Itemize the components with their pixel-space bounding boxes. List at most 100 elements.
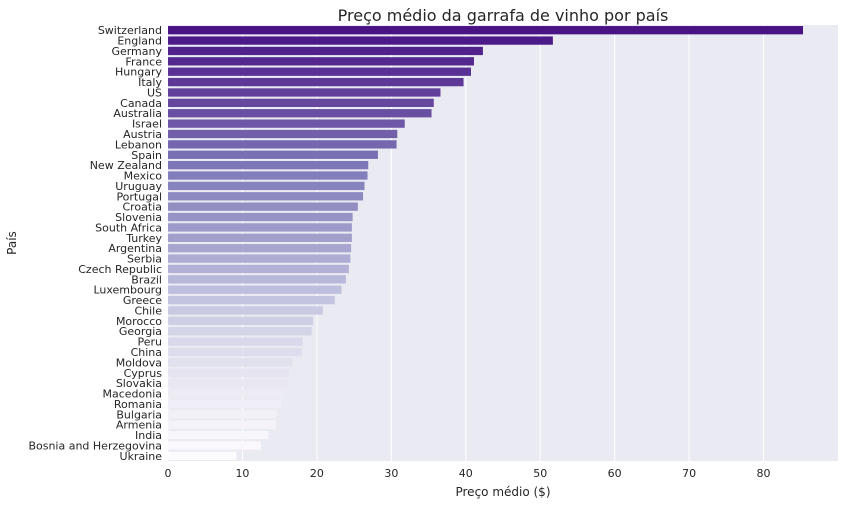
bar bbox=[168, 285, 342, 294]
bar bbox=[168, 451, 237, 460]
bar bbox=[168, 378, 288, 388]
bar bbox=[168, 337, 303, 346]
y-axis-label: País bbox=[5, 231, 19, 255]
y-tick-label: Lebanon bbox=[115, 138, 162, 151]
x-tick-label: 60 bbox=[608, 467, 622, 480]
bars bbox=[168, 26, 804, 460]
y-tick-label: Uruguay bbox=[115, 180, 162, 193]
bar bbox=[168, 171, 368, 180]
bar bbox=[168, 57, 474, 66]
y-tick-label: Romania bbox=[114, 398, 162, 411]
bar bbox=[168, 347, 302, 357]
bar bbox=[168, 150, 378, 159]
x-tick-label: 30 bbox=[384, 467, 398, 480]
y-tick-label: Portugal bbox=[116, 190, 162, 203]
bar bbox=[168, 223, 352, 232]
bar bbox=[168, 77, 464, 87]
bar bbox=[168, 441, 262, 450]
y-tick-label: Austria bbox=[123, 128, 162, 141]
x-tick-label: 50 bbox=[533, 467, 547, 480]
bar bbox=[168, 264, 349, 274]
y-tick-label: Croatia bbox=[122, 201, 162, 214]
bar bbox=[168, 181, 365, 191]
y-tick-label: France bbox=[125, 55, 162, 68]
bar bbox=[168, 316, 314, 326]
y-tick-label: Spain bbox=[131, 149, 162, 162]
bar bbox=[168, 327, 312, 336]
x-tick-label: 20 bbox=[310, 467, 324, 480]
y-tick-label: Chile bbox=[134, 304, 162, 317]
y-tick-label: Peru bbox=[137, 336, 162, 349]
bar bbox=[168, 119, 405, 128]
y-tick-label: China bbox=[131, 346, 162, 359]
y-tick-label: Slovakia bbox=[116, 377, 162, 390]
y-tick-label: Serbia bbox=[127, 253, 162, 266]
y-tick-label: Cyprus bbox=[124, 367, 163, 380]
bar bbox=[168, 430, 269, 440]
chart-title: Preço médio da garrafa de vinho por país bbox=[338, 6, 669, 25]
bar bbox=[168, 212, 353, 222]
bar bbox=[168, 36, 553, 45]
y-tick-label: Israel bbox=[132, 118, 162, 131]
y-tick-label: Australia bbox=[113, 107, 162, 120]
y-tick-label: Hungary bbox=[115, 66, 162, 79]
y-tick-label: Brazil bbox=[131, 273, 162, 286]
bar bbox=[168, 389, 285, 398]
y-tick-label: Macedonia bbox=[102, 388, 162, 401]
y-tick-label: Ukraine bbox=[120, 450, 163, 463]
bar bbox=[168, 160, 369, 170]
bar bbox=[168, 46, 483, 56]
bar bbox=[168, 109, 432, 118]
bar bbox=[168, 67, 471, 76]
bar bbox=[168, 244, 352, 253]
bar bbox=[168, 202, 358, 211]
y-tick-label: Italy bbox=[138, 76, 162, 89]
bar bbox=[168, 254, 351, 263]
x-axis-label: Preço médio ($) bbox=[455, 485, 550, 499]
bar bbox=[168, 275, 346, 284]
bar bbox=[168, 140, 397, 149]
y-tick-label: India bbox=[135, 429, 162, 442]
y-tick-label: Canada bbox=[120, 97, 162, 110]
y-tick-label: Mexico bbox=[124, 170, 163, 183]
y-tick-labels: SwitzerlandEnglandGermanyFranceHungaryIt… bbox=[28, 24, 162, 463]
plot-background bbox=[168, 25, 838, 461]
y-tick-label: New Zealand bbox=[90, 159, 162, 172]
y-tick-label: Luxembourg bbox=[93, 284, 162, 297]
bar bbox=[168, 399, 282, 409]
bar bbox=[168, 129, 398, 139]
bar bbox=[168, 192, 364, 201]
bar bbox=[168, 98, 434, 108]
bar bbox=[168, 26, 804, 35]
x-tick-label: 10 bbox=[235, 467, 249, 480]
y-tick-label: Bulgaria bbox=[116, 408, 162, 421]
y-tick-label: Morocco bbox=[116, 315, 162, 328]
bar bbox=[168, 88, 441, 97]
grid-lines bbox=[167, 25, 765, 461]
y-tick-label: Bosnia and Herzegovina bbox=[28, 439, 162, 452]
bar bbox=[168, 410, 277, 419]
bar bbox=[168, 358, 293, 367]
y-tick-label: Greece bbox=[123, 294, 162, 307]
y-tick-label: Argentina bbox=[108, 242, 162, 255]
bar bbox=[168, 295, 335, 305]
x-tick-labels: 0 10 20 30 40 50 60 70 80 bbox=[165, 467, 771, 480]
y-tick-label: Switzerland bbox=[98, 24, 162, 37]
x-tick-label: 80 bbox=[757, 467, 771, 480]
y-tick-label: Slovenia bbox=[115, 211, 162, 224]
y-tick-label: England bbox=[117, 35, 162, 48]
y-tick-label: Moldova bbox=[116, 356, 162, 369]
x-tick-label: 40 bbox=[459, 467, 473, 480]
bar bbox=[168, 306, 323, 315]
y-tick-label: Czech Republic bbox=[78, 263, 162, 276]
bar bbox=[168, 368, 290, 377]
y-tick-label: Turkey bbox=[125, 232, 162, 245]
y-tick-label: Armenia bbox=[116, 419, 162, 432]
y-tick-label: Georgia bbox=[119, 325, 162, 338]
x-tick-label: 0 bbox=[165, 467, 172, 480]
bar bbox=[168, 233, 352, 242]
bar bbox=[168, 420, 276, 429]
y-tick-label: South Africa bbox=[95, 221, 162, 234]
